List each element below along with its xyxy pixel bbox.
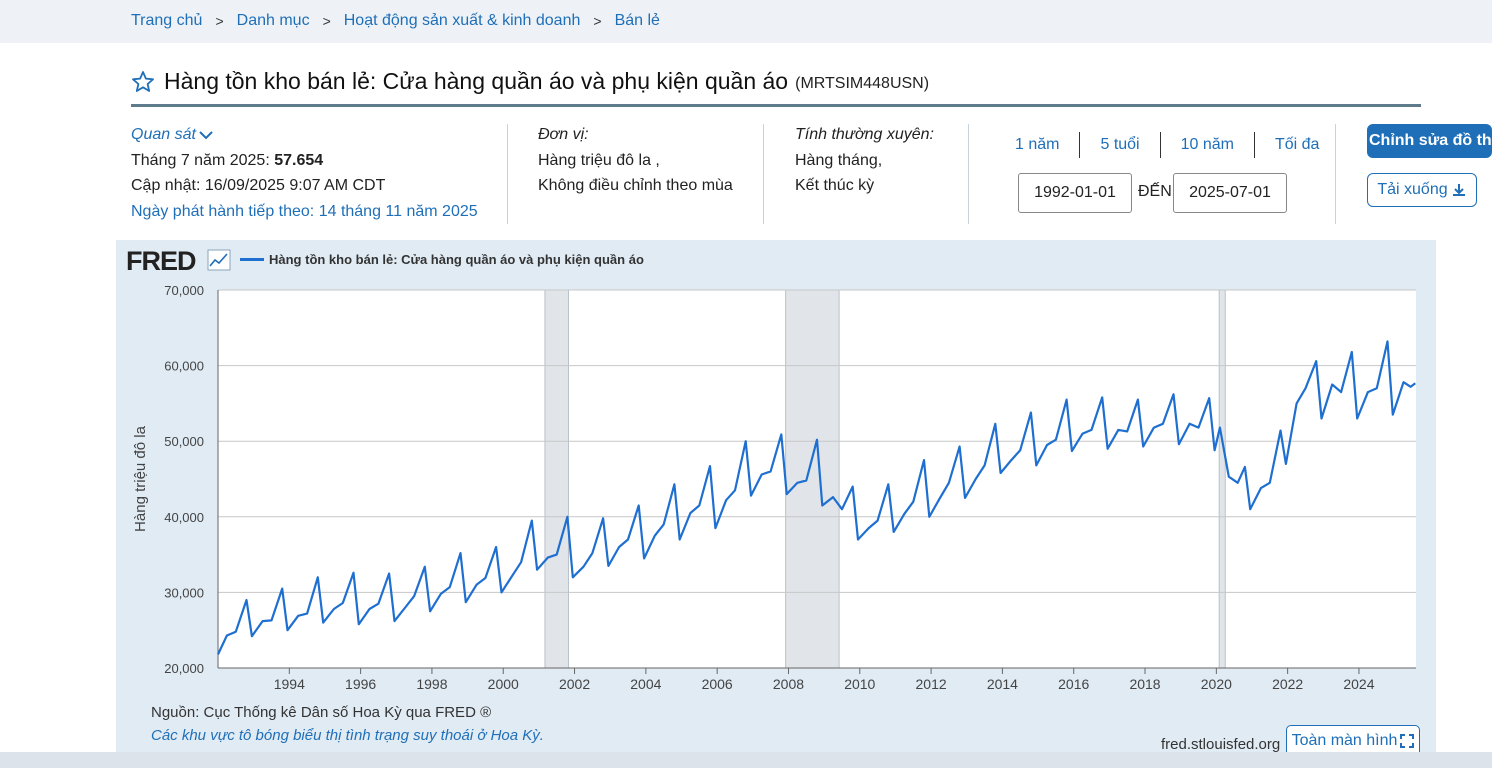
range-5-years[interactable]: 5 tuổi: [1080, 132, 1161, 158]
download-button[interactable]: Tải xuống: [1367, 173, 1477, 207]
observation-latest: Tháng 7 năm 2025: 57.654: [131, 148, 478, 174]
units-header: Đơn vị:: [538, 126, 589, 143]
breadcrumb: Trang chủ > Danh mục > Hoạt động sản xuấ…: [131, 12, 660, 30]
column-divider: [968, 124, 969, 224]
x-tick-label: 1994: [274, 676, 305, 690]
series-title-row: Hàng tồn kho bán lẻ: Cửa hàng quần áo và…: [131, 68, 929, 95]
x-tick-label: 2018: [1129, 676, 1160, 690]
recession-band: [544, 289, 569, 669]
chart-legend: Hàng tồn kho bán lẻ: Cửa hàng quần áo và…: [240, 252, 644, 267]
line-chart: 20,000 30,000 40,000 50,000 60,000 70,000 1994…: [132, 283, 1416, 690]
range-max[interactable]: Tối đa: [1274, 136, 1320, 153]
x-tick-label: 2002: [559, 676, 590, 690]
y-tick-label: 50,000: [164, 434, 204, 449]
x-tick-label: 2012: [916, 676, 947, 690]
column-divider: [763, 124, 764, 224]
download-label: Tải xuống: [1377, 181, 1448, 198]
y-tick-label: 40,000: [164, 510, 204, 525]
legend-swatch: [240, 258, 264, 261]
fred-logo: FRED: [126, 246, 196, 277]
units-panel: Đơn vị: Hàng triệu đô la , Không điều ch…: [538, 122, 733, 199]
frequency-line1: Hàng tháng,: [795, 151, 883, 169]
y-tick-label: 60,000: [164, 359, 204, 374]
x-tick-label: 2004: [630, 676, 661, 690]
observation-dropdown[interactable]: Quan sát: [131, 122, 478, 148]
observation-panel: Quan sát Tháng 7 năm 2025: 57.654 Cập nh…: [131, 122, 478, 224]
x-tick-label: 2014: [987, 676, 1018, 690]
breadcrumb-bar: Trang chủ > Danh mục > Hoạt động sản xuấ…: [0, 0, 1492, 43]
y-axis-label: Hàng triệu đô la: [132, 425, 149, 532]
x-tick-label: 2010: [844, 676, 875, 690]
range-1-year[interactable]: 1 năm: [995, 132, 1081, 158]
chevron-down-icon: [199, 131, 213, 140]
recession-band: [785, 289, 840, 669]
x-tick-label: 2022: [1272, 676, 1303, 690]
y-tick-label: 30,000: [164, 585, 204, 600]
frequency-header: Tính thường xuyên:: [795, 126, 934, 143]
recession-band: [1218, 289, 1226, 669]
os-taskbar: [0, 752, 1492, 768]
breadcrumb-production-business[interactable]: Hoạt động sản xuất & kinh doanh: [343, 12, 581, 29]
breadcrumb-catalog[interactable]: Danh mục: [236, 12, 310, 29]
breadcrumb-retail[interactable]: Bán lẻ: [614, 12, 660, 29]
edit-graph-button[interactable]: Chỉnh sửa đồ thị: [1367, 124, 1492, 158]
x-tick-label: 2006: [702, 676, 733, 690]
breadcrumb-separator: >: [215, 13, 224, 29]
units-line1: Hàng triệu đô la ,: [538, 151, 660, 169]
breadcrumb-home[interactable]: Trang chủ: [131, 12, 203, 29]
series-code: (MRTSIM448USN): [795, 74, 930, 92]
fred-logo-text: FRED: [126, 246, 196, 276]
column-divider: [507, 124, 508, 224]
x-tick-label: 2000: [488, 676, 519, 690]
download-icon: [1452, 184, 1465, 196]
x-tick-label: 2020: [1201, 676, 1232, 690]
units-line2: Không điều chỉnh theo mùa: [538, 177, 733, 194]
breadcrumb-separator: >: [593, 13, 602, 29]
x-tick-label: 1996: [345, 676, 376, 690]
observation-label: Quan sát: [131, 126, 196, 143]
observation-value: 57.654: [274, 151, 324, 169]
column-divider: [1335, 124, 1336, 224]
range-tabs: 1 năm 5 tuổi 10 năm Tối đa: [995, 132, 1339, 158]
fullscreen-icon: [1400, 734, 1415, 748]
frequency-line2: Kết thúc kỳ: [795, 177, 875, 194]
series-line: [217, 340, 1416, 655]
y-tick-label: 70,000: [164, 283, 204, 298]
edit-graph-label: Chỉnh sửa đồ thị: [1369, 132, 1492, 149]
chart-line-icon: [207, 249, 231, 271]
page-title: Hàng tồn kho bán lẻ: Cửa hàng quần áo và…: [164, 68, 789, 94]
frequency-panel: Tính thường xuyên: Hàng tháng, Kết thúc …: [795, 122, 934, 199]
x-tick-label: 2016: [1058, 676, 1089, 690]
fullscreen-label: Toàn màn hình: [1291, 732, 1398, 749]
start-date-input[interactable]: 1992-01-01: [1018, 173, 1132, 213]
legend-label: Hàng tồn kho bán lẻ: Cửa hàng quần áo và…: [269, 252, 644, 267]
source-text: Nguồn: Cục Thống kê Dân số Hoa Kỳ qua FR…: [151, 704, 492, 721]
observation-date: Tháng 7 năm 2025:: [131, 151, 270, 169]
end-date-input[interactable]: 2025-07-01: [1173, 173, 1287, 213]
updated-text: Cập nhật: 16/09/2025 9:07 AM CDT: [131, 177, 386, 194]
next-release-link[interactable]: Ngày phát hành tiếp theo: 14 tháng 11 nă…: [131, 202, 478, 220]
x-tick-label: 1998: [416, 676, 447, 690]
breadcrumb-separator: >: [322, 13, 331, 29]
star-icon[interactable]: [131, 70, 155, 94]
x-tick-label: 2024: [1343, 676, 1374, 690]
title-divider: [131, 104, 1421, 107]
recession-note: Các khu vực tô bóng biểu thị tình trạng …: [151, 727, 544, 744]
y-tick-label: 20,000: [164, 661, 204, 676]
x-tick-label: 2008: [773, 676, 804, 690]
range-10-years[interactable]: 10 năm: [1161, 132, 1255, 158]
date-range-to-label: ĐẾN: [1138, 183, 1172, 200]
fred-url[interactable]: fred.stlouisfed.org: [1161, 736, 1281, 753]
